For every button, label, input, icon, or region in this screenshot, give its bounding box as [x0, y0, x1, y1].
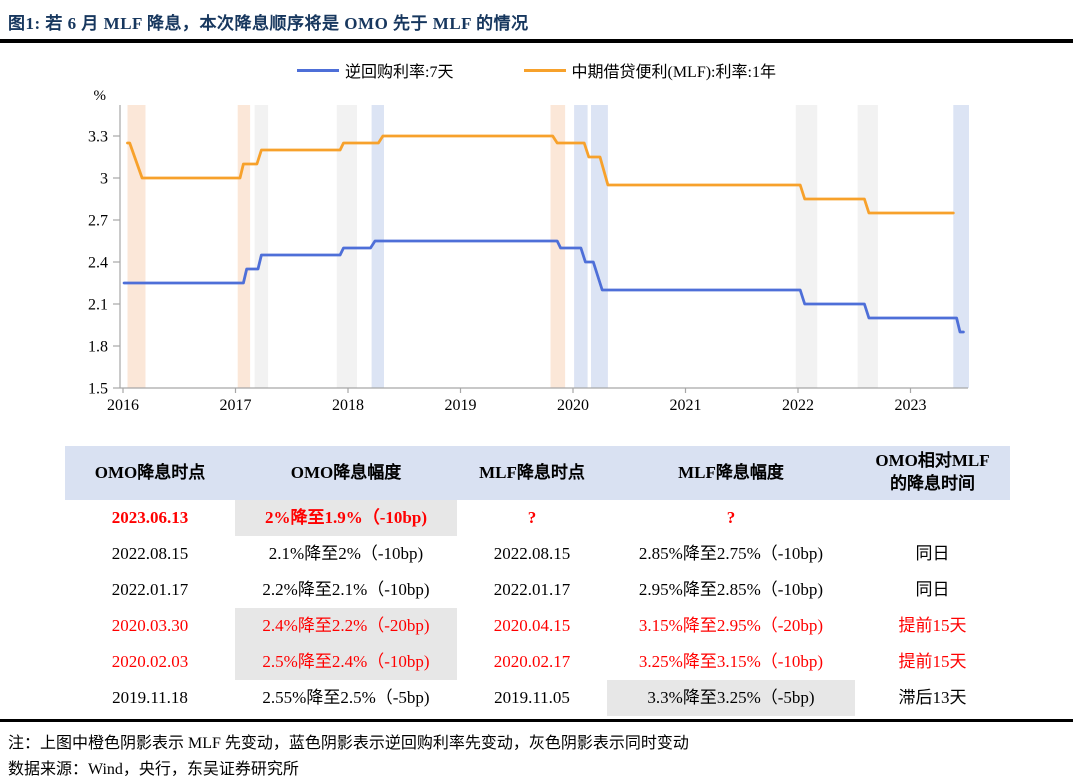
table-cell: 滞后13天 — [898, 688, 967, 707]
x-tick-label: 2021 — [670, 397, 702, 414]
table-cell: ? — [726, 508, 736, 527]
title-rule — [0, 39, 1073, 43]
table-cell: 2.85%降至2.75%（-10bp) — [638, 544, 824, 563]
table-cell: 2022.01.17 — [493, 580, 571, 599]
y-tick-label: 1.5 — [88, 381, 108, 398]
y-tick-label: 2.4 — [88, 255, 108, 272]
table-cell: 2020.03.30 — [111, 616, 189, 635]
shaded-band-mlf_first — [237, 105, 251, 388]
y-tick-label: 3.3 — [88, 129, 108, 146]
table-cell: ? — [527, 508, 537, 527]
table-cell: 3.25%降至3.15%（-10bp) — [638, 652, 824, 671]
y-tick-label: 3 — [100, 171, 108, 188]
table-cell: 同日 — [915, 580, 950, 599]
shaded-band-omo_first — [953, 105, 969, 388]
shaded-band-simultaneous — [254, 105, 269, 388]
y-tick-label: 2.1 — [88, 297, 108, 314]
table-header-cell: MLF降息幅度 — [607, 446, 855, 500]
x-tick-label: 2016 — [107, 397, 139, 414]
table-cell: 2.4%降至2.2%（-20bp) — [235, 608, 457, 644]
table-header-cell: OMO相对MLF 的降息时间 — [855, 446, 1010, 500]
table-row: 2019.11.18 2.55%降至2.5%（-5bp) 2019.11.05 3.3… — [65, 680, 1010, 716]
table-cell: 提前15天 — [898, 616, 967, 635]
x-tick-label: 2018 — [332, 397, 364, 414]
shaded-band-simultaneous — [857, 105, 878, 388]
table-cell: 2022.01.17 — [111, 580, 189, 599]
table-row: 2020.02.03 2.5%降至2.4%（-10bp) 2020.02.17 3.2… — [65, 644, 1010, 680]
table-cell: 2.2%降至2.1%（-10bp) — [262, 580, 430, 599]
x-tick-label: 2022 — [782, 397, 814, 414]
table-cell: 2022.08.15 — [493, 544, 571, 563]
figure-note: 注：上图中橙色阴影表示 MLF 先变动，蓝色阴影表示逆回购利率先变动，灰色阴影表… — [8, 735, 689, 752]
series-line-reverse-repo — [122, 239, 965, 334]
comparison-table: OMO降息时点 OMO降息幅度 MLF降息时点 MLF降息幅度 OMO相对MLF 的降息… — [65, 446, 1010, 716]
table-row: 2022.01.17 2.2%降至2.1%（-10bp) 2022.01.17 2.9… — [65, 572, 1010, 608]
legend-line-swatch-mlf — [523, 68, 566, 72]
shaded-band-simultaneous — [795, 105, 818, 388]
x-tick-label: 2017 — [220, 397, 252, 414]
figure-title: 图1: 若 6 月 MLF 降息，本次降息顺序将是 OMO 先于 MLF 的情况 — [8, 14, 529, 33]
table-header-cell: MLF降息时点 — [457, 446, 607, 500]
y-tick-label: 1.8 — [88, 339, 108, 356]
series-line-mlf — [126, 134, 955, 215]
table-cell: 2023.06.13 — [111, 508, 189, 527]
table-cell: 2.55%降至2.5%（-5bp) — [262, 688, 430, 707]
table-cell: 2020.02.17 — [493, 652, 571, 671]
legend-label-mlf: 中期借贷便利(MLF):利率:1年 — [571, 64, 776, 81]
legend-line-swatch-reverse-repo — [297, 68, 340, 72]
table-row: 2022.08.15 2.1%降至2%（-10bp) 2022.08.15 2.85%… — [65, 536, 1010, 572]
table-row: 2020.03.30 2.4%降至2.2%（-20bp) 2020.04.15 3.1… — [65, 608, 1010, 644]
table-cell: 2020.04.15 — [493, 616, 571, 635]
x-tick-label: 2020 — [557, 397, 589, 414]
legend-item-reverse-repo: 逆回购利率:7天 — [297, 58, 454, 82]
chart-legend: 逆回购利率:7天 中期借贷便利(MLF):利率:1年 — [0, 58, 1073, 82]
table-cell: 2%降至1.9%（-10bp) — [235, 500, 457, 536]
table-cell: 2020.02.03 — [111, 652, 189, 671]
shaded-band-simultaneous — [336, 105, 357, 388]
x-tick-label: 2023 — [895, 397, 927, 414]
table-cell: 2022.08.15 — [111, 544, 189, 563]
table-cell — [855, 500, 1010, 536]
shaded-band-omo_first — [574, 105, 588, 388]
table-header-cell: OMO降息时点 — [65, 446, 235, 500]
table-cell: 2019.11.05 — [494, 688, 570, 707]
table-cell: 2.95%降至2.85%（-10bp) — [638, 580, 824, 599]
table-header-cell: OMO降息幅度 — [235, 446, 457, 500]
legend-item-mlf: 中期借贷便利(MLF):利率:1年 — [523, 58, 776, 82]
bottom-rule — [0, 719, 1073, 722]
table-cell: 提前15天 — [898, 652, 967, 671]
y-axis-unit-label: % — [94, 90, 107, 104]
shaded-band-omo_first — [591, 105, 608, 388]
table-cell: 3.3%降至3.25%（-5bp) — [607, 680, 855, 716]
x-tick-label: 2019 — [445, 397, 477, 414]
table-cell: 2019.11.18 — [112, 688, 188, 707]
rate-line-chart: 1.5 1.8 2.1 2.4 2.7 3 3.3% 2016 2017 2018 2019 2020… — [88, 90, 969, 414]
shaded-band-mlf_first — [550, 105, 566, 388]
table-cell: 2.5%降至2.4%（-10bp) — [235, 644, 457, 680]
legend-label-reverse-repo: 逆回购利率:7天 — [345, 64, 454, 81]
table-cell: 3.15%降至2.95%（-20bp) — [638, 616, 824, 635]
shaded-band-omo_first — [371, 105, 384, 388]
table-cell: 2.1%降至2%（-10bp) — [268, 544, 424, 563]
table-header-row: OMO降息时点 OMO降息幅度 MLF降息时点 MLF降息幅度 OMO相对MLF 的降息… — [65, 446, 1010, 500]
table-body: 2023.06.13 2%降至1.9%（-10bp)?? 2022.08.15 2.1… — [65, 500, 1010, 716]
data-source: 数据来源：Wind，央行，东吴证券研究所 — [8, 761, 299, 778]
table-row: 2023.06.13 2%降至1.9%（-10bp)?? — [65, 500, 1010, 536]
y-tick-label: 2.7 — [88, 213, 108, 230]
table-cell: 同日 — [915, 544, 950, 563]
